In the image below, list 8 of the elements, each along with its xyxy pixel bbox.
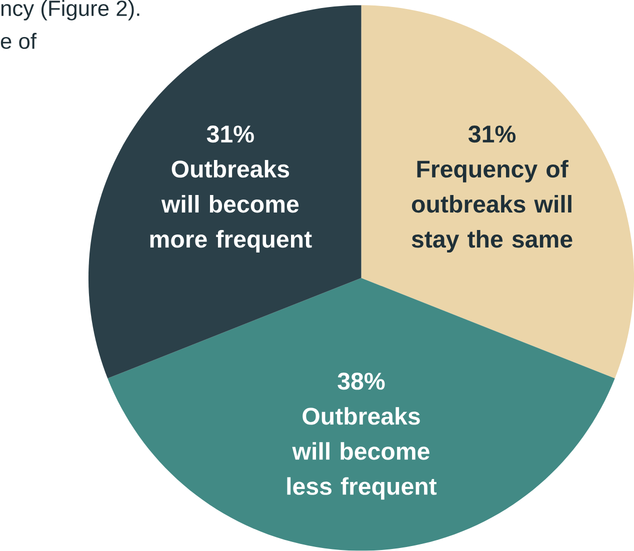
data-label: 38%	[338, 372, 385, 390]
data-label: 31%	[468, 126, 516, 143]
slice-label: Frequency of outbreaks will stay the same	[412, 160, 572, 253]
slice-label: Outbreaks will become more frequent	[150, 160, 312, 253]
slice-label: Outbreaks will become less frequent	[287, 407, 437, 500]
text: ncy (Figure 2).	[1, 0, 140, 21]
text: e of	[0, 32, 37, 50]
data-label: 31%	[206, 126, 254, 143]
